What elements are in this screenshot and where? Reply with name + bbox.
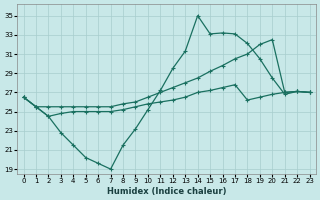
X-axis label: Humidex (Indice chaleur): Humidex (Indice chaleur) [107,187,226,196]
